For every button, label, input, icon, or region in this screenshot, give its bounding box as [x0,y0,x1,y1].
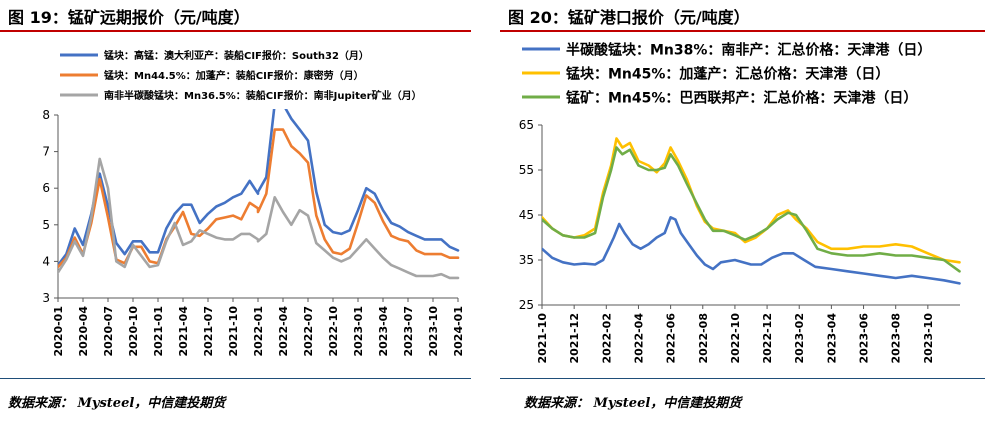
y-tick-label: 7 [42,145,50,159]
y-tick-label: 3 [42,291,50,305]
y-tick-label: 65 [519,118,534,132]
x-tick-label: 2021-04 [177,306,190,357]
legend-label-2: 锰块：Mn45%：加蓬产：汇总价格：天津港（日） [566,65,889,82]
x-tick-label: 2022-02 [600,313,613,364]
series-group [542,137,961,285]
series-line-2 [542,137,961,264]
x-tick-label: 2022-06 [665,313,678,364]
x-tick-label: 2021-10 [536,313,549,364]
x-tick-label: 2020-01 [52,306,65,357]
x-tick-label: 2023-04 [825,313,838,364]
figure-20-source: 数据来源： Mysteel，中信建投期货 [524,396,742,411]
x-tick-label: 2023-07 [402,306,415,357]
x-tick-label: 2021-12 [568,313,581,364]
y-tick-label: 45 [519,208,534,222]
figure-19-title-rule [0,30,471,32]
x-tick-label: 2023-04 [377,306,390,357]
x-tick-label: 2022-01 [252,306,265,357]
figure-20-bottom-rule [500,378,985,379]
y-tick-label: 55 [519,163,534,177]
x-tick-label: 2022-08 [697,313,710,364]
figure-19-source: 数据来源： Mysteel，中信建投期货 [8,396,226,411]
x-tick-label: 2022-07 [302,306,315,357]
figure-19-chart: 3 4 5 6 7 8 2020-01 2020-04 2020-07 2020-10 2021-0… [42,49,465,357]
x-tick-label: 2024-01 [452,306,465,357]
figure-19-bottom-rule [0,378,471,379]
figure-19-title: 图 19：锰矿远期报价（元/吨度） [8,8,250,27]
y-tick-label: 8 [42,108,50,122]
series-line-1 [542,216,961,285]
x-tick-label: 2022-04 [632,313,645,364]
series-group [58,109,460,280]
y-tick-label: 6 [42,181,50,195]
x-tick-label: 2022-10 [729,313,742,364]
legend-label-1: 半碳酸锰块：Mn38%：南非产：汇总价格：天津港（日） [566,41,931,58]
legend-label-1: 锰块：高锰：澳大利亚产：装船CIF报价：South32（月） [104,49,369,62]
x-tick-label: 2021-01 [152,306,165,357]
x-tick-label: 2023-10 [427,306,440,357]
y-tick-label: 35 [519,253,534,267]
x-tick-label: 2023-10 [922,313,935,364]
legend-label-3: 南非半碳酸锰块：Mn36.5%：装船CIF报价：南非Jupiter矿业（月） [104,89,422,102]
x-tick-label: 2023-08 [890,313,903,364]
x-tick-label: 2022-12 [761,313,774,364]
x-tick-label: 2021-10 [227,306,240,357]
figure-20-title-rule [500,30,985,32]
y-tick-label: 5 [42,218,50,232]
series-line-3 [58,157,460,280]
x-tick-label: 2020-04 [77,306,90,357]
x-tick-label: 2022-10 [327,306,340,357]
figure-20-title: 图 20：锰矿港口报价（元/吨度） [508,8,750,27]
figure-20-chart: 25 35 45 55 65 2021-10 2021-12 2022-02 2022-04 20… [519,41,961,364]
x-tick-label: 2023-01 [352,306,365,357]
x-tick-label: 2023-06 [858,313,871,364]
legend-label-2: 锰块：Mn44.5%：加蓬产：装船CIF报价：康密劳（月） [104,69,364,82]
series-line-3 [542,146,961,273]
x-tick-label: 2022-04 [277,306,290,357]
x-tick-label: 2020-10 [127,306,140,357]
legend-label-3: 锰矿：Mn45%：巴西联邦产：汇总价格：天津港（日） [566,89,917,106]
x-tick-label: 2020-07 [102,306,115,357]
y-tick-label: 4 [42,254,50,268]
series-line-1 [58,109,460,267]
x-tick-label: 2021-07 [202,306,215,357]
y-tick-label: 25 [519,298,534,312]
x-tick-label: 2023-02 [793,313,806,364]
